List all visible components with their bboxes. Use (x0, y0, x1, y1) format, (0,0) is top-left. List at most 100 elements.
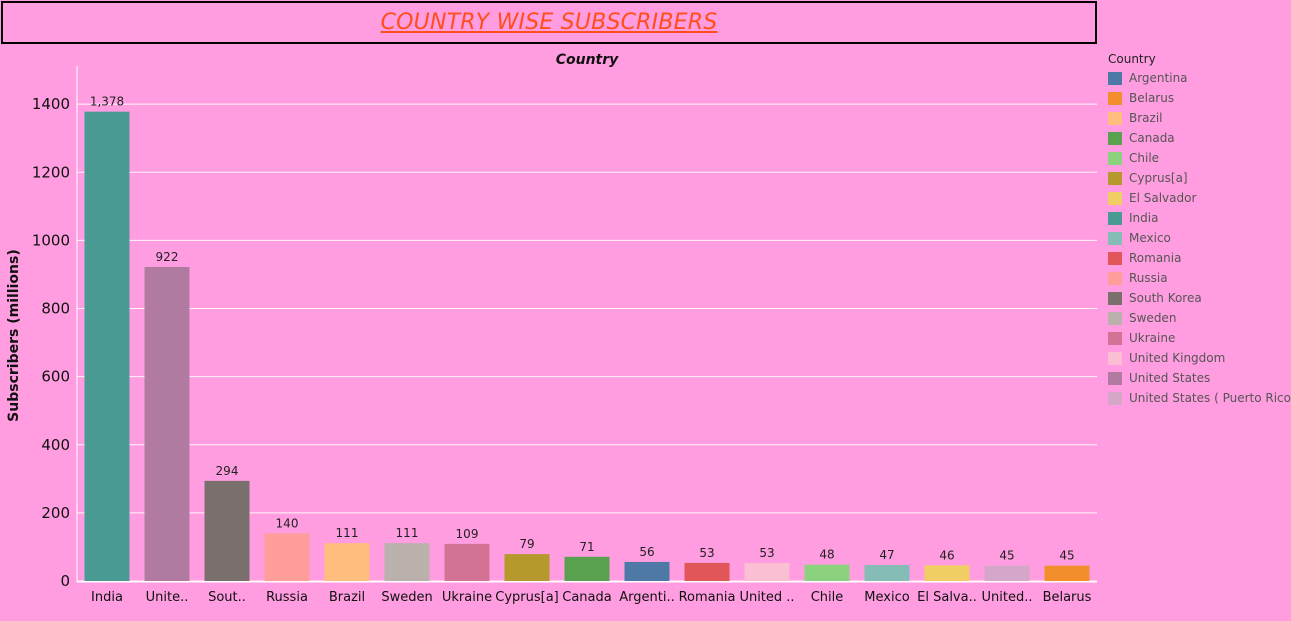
legend-swatch (1108, 371, 1122, 385)
x-tick-label: United .. (739, 590, 794, 605)
bar (624, 561, 670, 581)
bar-value-label: 1,378 (90, 95, 124, 109)
legend-item[interactable]: Brazil (1108, 108, 1291, 128)
subscribers-bar-chart: Country 0 200 400 600 800 1000 1200 1400 Subscrib… (6, 52, 1097, 605)
legend-item[interactable]: Belarus (1108, 88, 1291, 108)
legend-label: United Kingdom (1129, 351, 1226, 365)
bar (444, 543, 490, 581)
bar-value-label: 140 (276, 516, 299, 530)
legend-swatch (1108, 151, 1122, 165)
bar (504, 554, 550, 581)
bar (264, 533, 310, 581)
bar-value-label: 79 (519, 537, 534, 551)
x-tick-label: Romania (679, 590, 736, 605)
y-tick-label: 0 (60, 572, 70, 590)
legend-swatch (1108, 171, 1122, 185)
x-tick-label: Brazil (329, 590, 365, 605)
legend-item[interactable]: Ukraine (1108, 328, 1291, 348)
bar (324, 543, 370, 581)
legend-label: Russia (1129, 271, 1168, 285)
bar-value-label: 53 (699, 546, 714, 560)
x-tick-label: Sweden (381, 590, 432, 605)
bar (864, 564, 910, 581)
x-tick-label: Mexico (864, 590, 909, 605)
legend-label: Canada (1129, 131, 1175, 145)
x-tick-label: United.. (982, 590, 1033, 605)
bar-value-label: 111 (396, 526, 419, 540)
bar-value-label: 53 (759, 546, 774, 560)
legend-item[interactable]: Chile (1108, 148, 1291, 168)
bar (924, 565, 970, 581)
legend-item[interactable]: El Salvador (1108, 188, 1291, 208)
y-tick-label: 1400 (32, 95, 70, 113)
bar-value-label: 48 (819, 548, 834, 562)
bar (1044, 565, 1090, 581)
x-tick-label: Belarus (1043, 590, 1092, 605)
legend-swatch (1108, 71, 1122, 85)
legend-label: Chile (1129, 151, 1160, 165)
bar (204, 480, 250, 581)
legend-item[interactable]: United States ( Puerto Rico) (1108, 388, 1291, 408)
legend-label: United States ( Puerto Rico) (1129, 391, 1291, 405)
bar-value-label: 71 (579, 540, 594, 554)
legend-label: United States (1129, 371, 1211, 385)
bar (564, 556, 610, 581)
legend-swatch (1108, 311, 1122, 325)
legend-swatch (1108, 231, 1122, 245)
legend-swatch (1108, 131, 1122, 145)
legend-swatch (1108, 111, 1122, 125)
legend-item[interactable]: United States (1108, 368, 1291, 388)
legend-item[interactable]: Sweden (1108, 308, 1291, 328)
legend-swatch (1108, 351, 1122, 365)
bar (984, 565, 1030, 581)
x-tick-label: Ukraine (442, 590, 492, 605)
y-tick-label: 200 (41, 504, 70, 522)
legend-swatch (1108, 251, 1122, 265)
bar-value-label: 47 (879, 548, 894, 562)
legend-swatch (1108, 191, 1122, 205)
legend-label: Mexico (1129, 231, 1171, 245)
legend-label: El Salvador (1129, 191, 1197, 205)
bar-value-label: 922 (156, 250, 179, 264)
x-tick-label: Cyprus[a] (495, 590, 559, 605)
legend-label: India (1129, 211, 1159, 225)
y-axis-title: Subscribers (millions) (6, 249, 22, 422)
legend-item[interactable]: Mexico (1108, 228, 1291, 248)
legend-item[interactable]: Argentina (1108, 68, 1291, 88)
y-tick-label: 400 (41, 436, 70, 454)
legend-item[interactable]: Cyprus[a] (1108, 168, 1291, 188)
bar (84, 111, 130, 581)
legend-item[interactable]: United Kingdom (1108, 348, 1291, 368)
chart-header: Country (556, 52, 619, 68)
legend-item[interactable]: India (1108, 208, 1291, 228)
country-legend: Country Argentina Belarus Brazil Canada Chil… (1108, 52, 1291, 408)
bar-value-label: 111 (336, 526, 359, 540)
legend-item[interactable]: Canada (1108, 128, 1291, 148)
legend-swatch (1108, 211, 1122, 225)
legend-title: Country (1108, 52, 1156, 66)
legend-label: Belarus (1129, 91, 1175, 105)
legend-item[interactable]: South Korea (1108, 288, 1291, 308)
legend-swatch (1108, 91, 1122, 105)
legend-swatch (1108, 291, 1122, 305)
legend-swatch (1108, 391, 1122, 405)
bar-value-label: 45 (1059, 549, 1074, 563)
bar-value-label: 294 (216, 464, 239, 478)
legend-item[interactable]: Russia (1108, 268, 1291, 288)
legend-label: Cyprus[a] (1129, 171, 1188, 185)
legend-label: Ukraine (1129, 331, 1176, 345)
bar-value-label: 56 (639, 545, 654, 559)
x-tick-label: Chile (811, 590, 844, 605)
legend-label: Romania (1129, 251, 1182, 265)
legend-label: Brazil (1129, 111, 1163, 125)
bar (684, 562, 730, 581)
x-tick-label: El Salva.. (917, 590, 977, 605)
legend-item[interactable]: Romania (1108, 248, 1291, 268)
legend-items: Argentina Belarus Brazil Canada Chile Cyprus[… (1108, 68, 1291, 408)
bar-value-label: 109 (456, 527, 479, 541)
bar (384, 543, 430, 581)
legend-swatch (1108, 271, 1122, 285)
x-tick-label: Russia (266, 590, 308, 605)
y-tick-label: 600 (41, 368, 70, 386)
x-tick-label: Argenti.. (619, 590, 674, 605)
